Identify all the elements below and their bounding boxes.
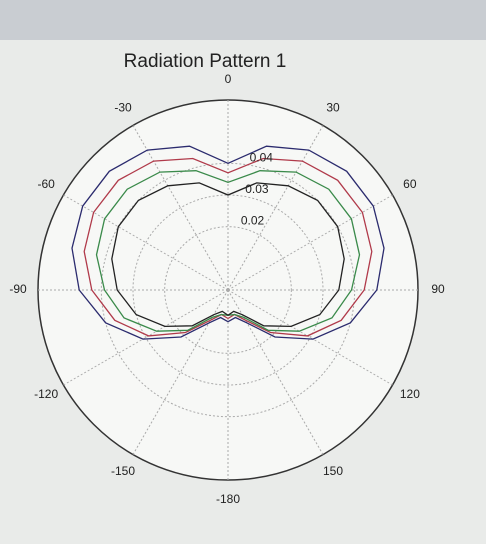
theta-tick-label: 30 <box>326 100 340 114</box>
theta-tick-label: 90 <box>431 282 445 296</box>
chart-title: Radiation Pattern 1 <box>124 51 287 72</box>
theta-tick-label: 150 <box>323 464 343 478</box>
chart: Radiation Pattern 1 -150 -120 -90 -60 -30 0 30… <box>0 0 486 544</box>
window-bar <box>0 0 486 40</box>
r-tick-label: 0.02 <box>241 213 265 227</box>
theta-tick-label: 120 <box>400 387 420 401</box>
theta-tick-label: 60 <box>403 177 417 191</box>
theta-tick-label: -180 <box>216 492 240 506</box>
theta-tick-label: -120 <box>34 387 58 401</box>
theta-tick-label: 0 <box>225 72 232 86</box>
theta-tick-label: -90 <box>9 282 27 296</box>
theta-tick-label: -150 <box>111 464 135 478</box>
r-tick-label: 0.04 <box>250 151 274 165</box>
theta-tick-label: -60 <box>37 177 55 191</box>
theta-tick-label: -30 <box>114 100 132 114</box>
r-tick-label: 0.03 <box>245 182 269 196</box>
